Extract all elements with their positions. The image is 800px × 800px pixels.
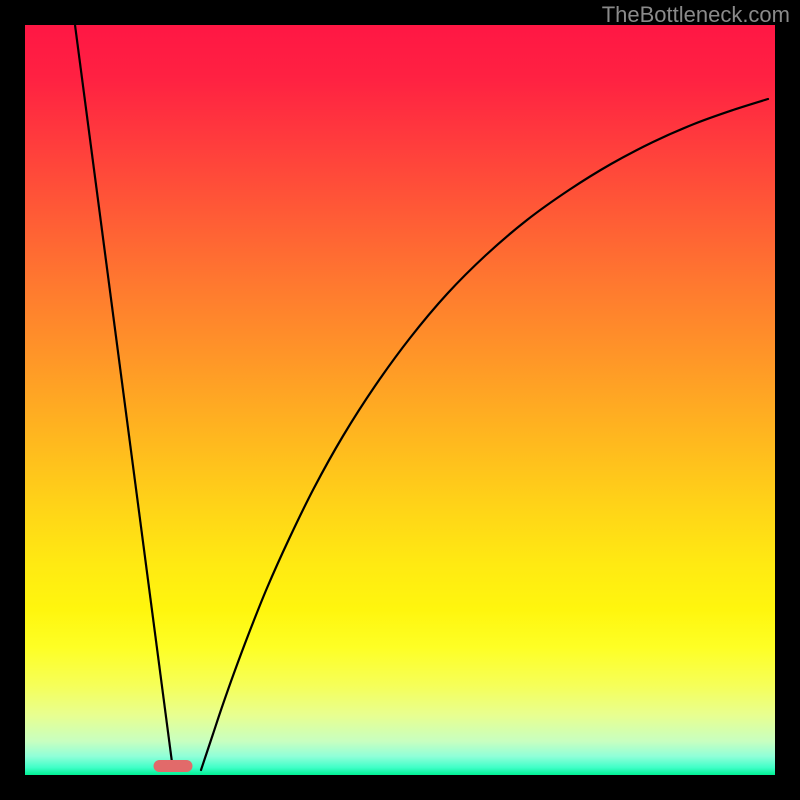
- chart-container: TheBottleneck.com: [0, 0, 800, 800]
- bottleneck-marker: [154, 761, 192, 772]
- bottleneck-chart: [0, 0, 800, 800]
- watermark-label: TheBottleneck.com: [602, 2, 790, 28]
